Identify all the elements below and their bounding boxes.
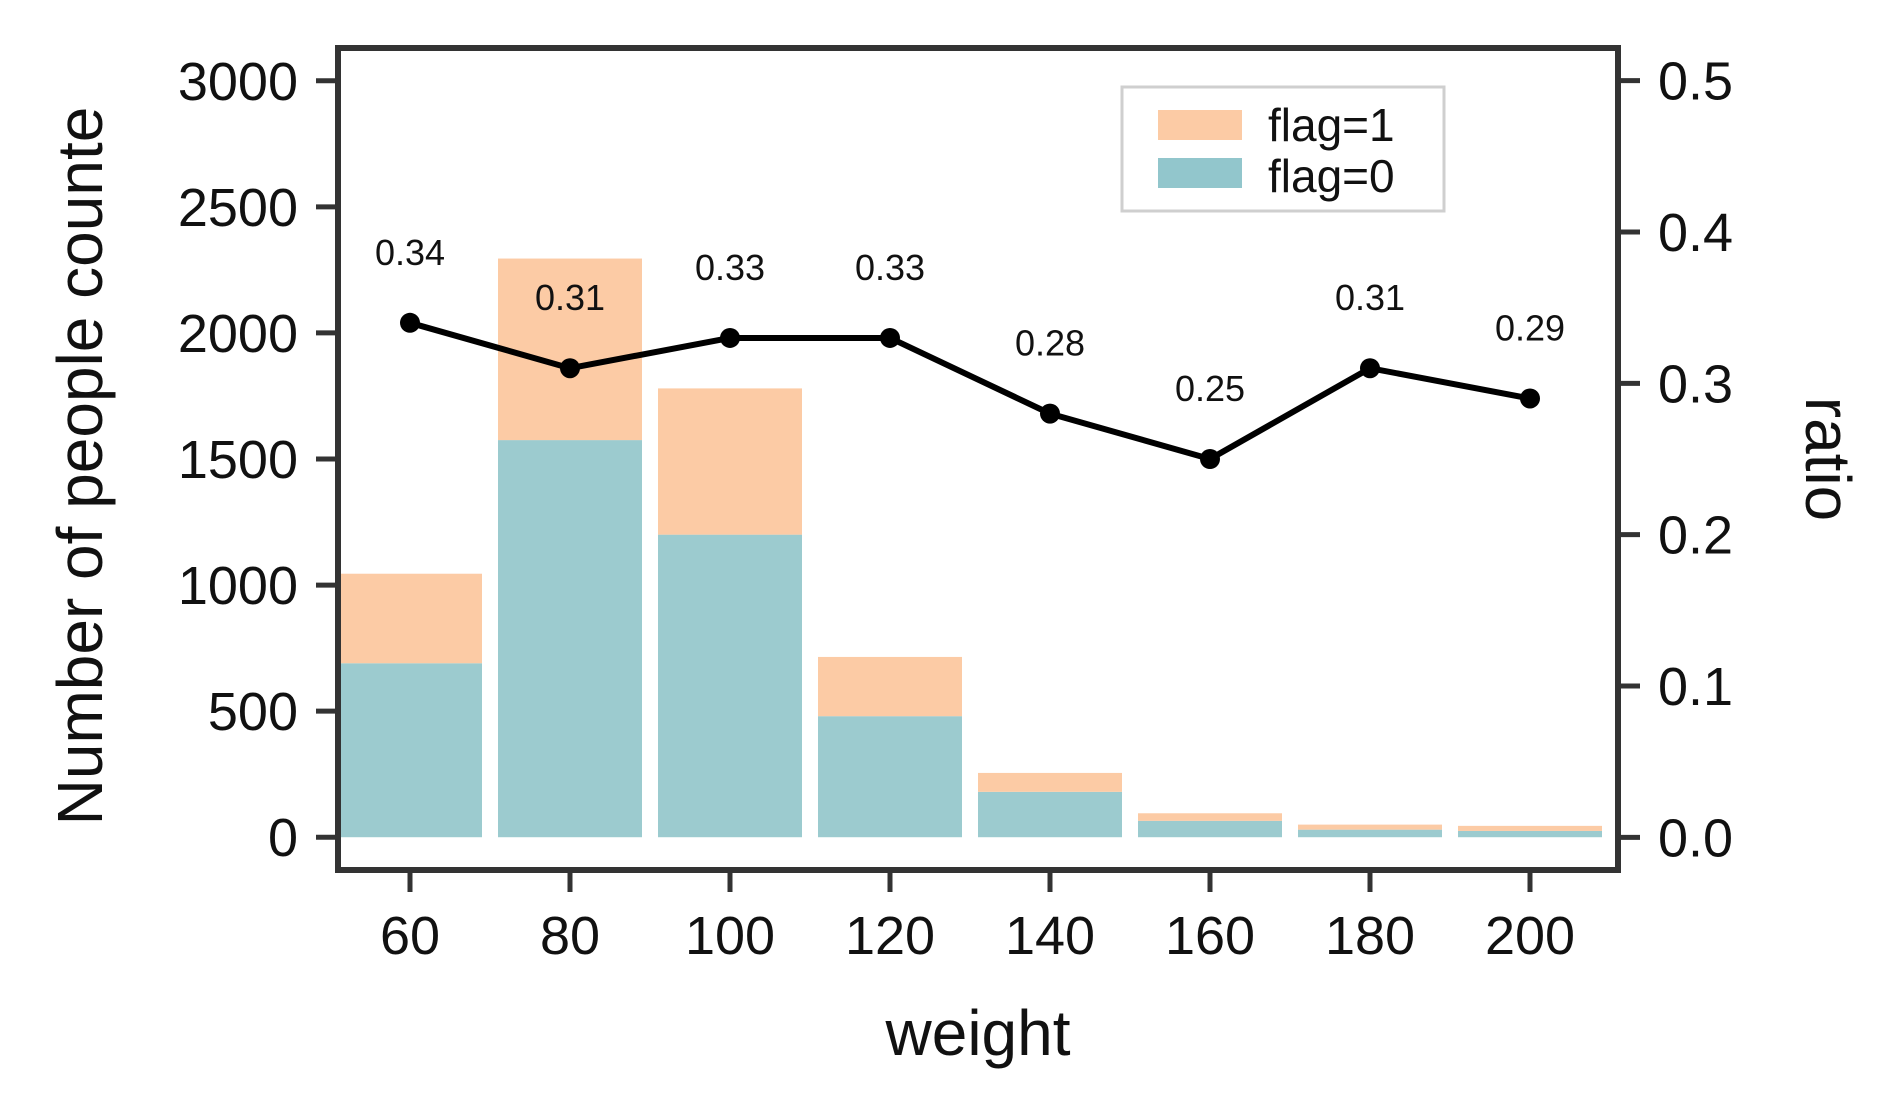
legend-box [1120,85,1446,213]
x-tick-label-100: 100 [685,906,775,966]
bar-flag-0-160 [1138,820,1282,838]
bar-flag-0-100 [658,534,802,838]
y-tick-label-1000: 1000 [178,556,298,616]
bar-flag-1-60 [338,573,482,664]
x-tick-label-200: 200 [1485,906,1575,966]
bar-flag-0-200 [1458,830,1602,838]
ratio-point-180 [1360,358,1380,379]
y2-tick-label-0.1: 0.1 [1658,657,1733,717]
bars-layer [338,258,1602,838]
bar-flag-0-80 [498,440,642,838]
legend-label-flag-1: flag=1 [1268,99,1395,151]
x-tick-label-160: 160 [1165,906,1255,966]
x-axis-title: weight [885,997,1071,1069]
y-tick-label-1500: 1500 [178,430,298,490]
y2-tick-label-0.4: 0.4 [1658,203,1733,263]
y2-tick-label-0.3: 0.3 [1658,354,1733,414]
bar-flag-0-140 [978,791,1122,838]
bar-flag-1-200 [1458,825,1602,831]
bar-flag-0-60 [338,663,482,838]
y-tick-label-500: 500 [208,682,298,742]
bar-flag-0-120 [818,716,962,838]
x-tick-label-80: 80 [540,906,600,966]
ratio-label-80: 0.31 [535,277,605,318]
ratio-label-100: 0.33 [695,247,765,288]
ratio-line-layer [400,312,1540,469]
y-tick-label-2000: 2000 [178,304,298,364]
legend: flag=1 flag=0 [1120,85,1446,213]
y-tick-label-0: 0 [268,808,298,868]
ratio-point-60 [400,312,420,333]
data-labels-layer: 0.34 0.31 0.33 0.33 0.28 0.25 0.31 0.29 [375,232,1565,409]
ratio-point-80 [560,358,580,379]
y-axis-title: Number of people counte [44,107,116,826]
ratio-label-200: 0.29 [1495,307,1565,348]
ratio-label-60: 0.34 [375,232,445,273]
bar-flag-1-160 [1138,813,1282,821]
y2-tick-label-0.5: 0.5 [1658,52,1733,112]
ratio-label-160: 0.25 [1175,368,1245,409]
y-tick-label-3000: 3000 [178,52,298,112]
ratio-label-140: 0.28 [1015,323,1085,364]
x-tick-label-60: 60 [380,906,440,966]
ratio-label-180: 0.31 [1335,277,1405,318]
x-tick-label-120: 120 [845,906,935,966]
bar-flag-1-180 [1298,824,1442,830]
ratio-point-160 [1200,449,1220,469]
ratio-line [409,319,1531,462]
legend-swatch-flag-1 [1158,110,1242,140]
bar-flag-1-140 [978,772,1122,792]
ratio-point-100 [720,327,740,348]
x-tick-label-180: 180 [1325,906,1415,966]
ratio-label-120: 0.33 [855,247,925,288]
ratio-point-140 [1040,403,1060,424]
ratio-point-200 [1520,388,1540,409]
y2-axis-title: ratio [1792,397,1864,522]
axes-layer: 60 80 100 120 140 160 180 200050010001500200025… [178,52,1733,966]
legend-label-flag-0: flag=0 [1268,150,1395,202]
y-tick-label-2500: 2500 [178,178,298,238]
bar-flag-1-80 [498,258,642,441]
x-tick-label-140: 140 [1005,906,1095,966]
legend-swatch-flag-0 [1158,158,1242,188]
ratio-point-120 [880,327,900,348]
bar-flag-1-100 [658,388,802,535]
y2-tick-label-0.0: 0.0 [1658,808,1733,868]
bar-flag-1-120 [818,656,962,717]
y2-tick-label-0.2: 0.2 [1658,506,1733,566]
bar-flag-0-180 [1298,829,1442,838]
